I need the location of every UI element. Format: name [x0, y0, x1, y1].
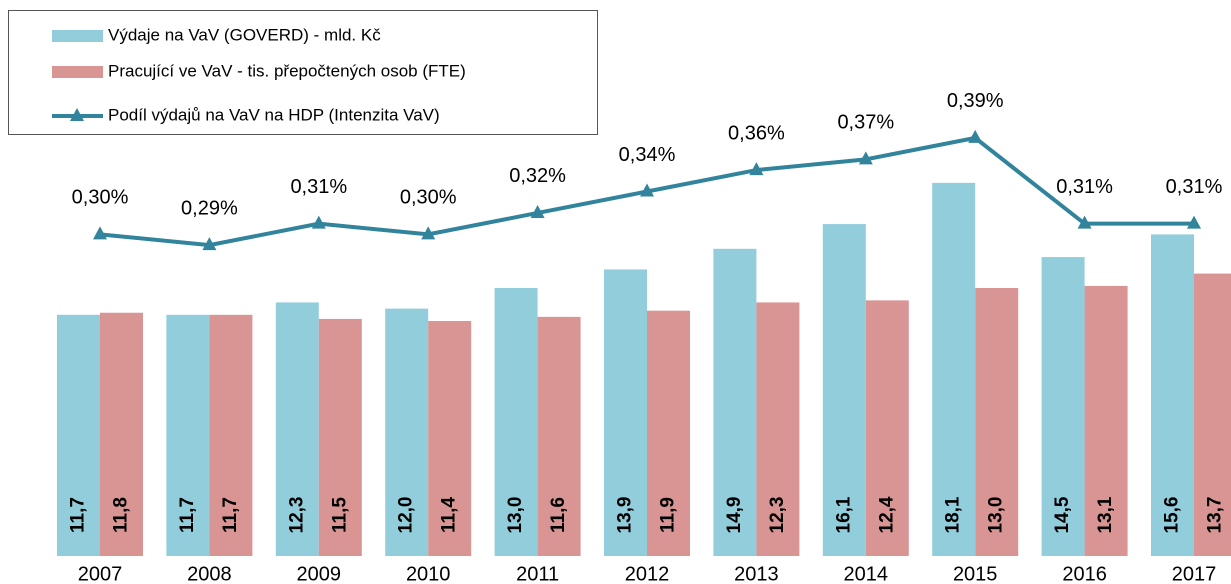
- legend-label: Pracující ve VaV - tis. přepočtených oso…: [108, 61, 466, 80]
- value-label: 14,9: [724, 497, 745, 534]
- value-label: 11,6: [548, 497, 569, 533]
- x-tick-label: 2014: [844, 563, 889, 584]
- value-label: 0,37%: [837, 112, 894, 134]
- value-label: 11,4: [439, 497, 460, 533]
- value-label: 0,29%: [181, 197, 238, 219]
- value-label: 13,0: [505, 497, 526, 534]
- x-tick-label: 2012: [625, 563, 670, 584]
- bar: [713, 248, 757, 557]
- bar: [822, 224, 866, 557]
- legend: Výdaje na VaV (GOVERD) - mld. Kč Pracujíc…: [8, 10, 598, 135]
- value-label: 13,1: [1095, 496, 1116, 533]
- legend-marker: [70, 108, 84, 121]
- value-label: 13,7: [1205, 497, 1226, 534]
- line-marker: [749, 162, 764, 176]
- legend-box: [8, 10, 598, 135]
- bar: [428, 320, 472, 556]
- value-label: 13,0: [986, 497, 1007, 534]
- legend-label: Výdaje na VaV (GOVERD) - mld. Kč: [108, 25, 381, 44]
- value-label: 0,34%: [619, 144, 676, 166]
- value-label: 11,7: [68, 497, 89, 533]
- x-tick-label: 2007: [78, 563, 123, 584]
- bar: [1084, 285, 1128, 556]
- value-label: 12,3: [286, 497, 307, 534]
- bar: [975, 288, 1019, 556]
- value-label: 0,31%: [1056, 176, 1113, 198]
- bar: [494, 288, 538, 556]
- value-label: 0,31%: [290, 176, 347, 198]
- legend-swatch: [52, 66, 103, 78]
- bar: [537, 316, 581, 556]
- legend-label: Podíl výdajů na VaV na HDP (Intenzita Va…: [108, 105, 440, 124]
- bar: [756, 302, 800, 556]
- bar: [647, 310, 690, 556]
- bar: [385, 308, 429, 556]
- bar: [209, 314, 253, 556]
- value-label: 0,39%: [947, 90, 1004, 112]
- line-marker: [93, 226, 107, 240]
- bar: [1041, 257, 1085, 556]
- value-label: 11,5: [329, 497, 350, 533]
- value-label: 0,36%: [728, 122, 785, 144]
- line-marker: [311, 215, 326, 229]
- bar: [932, 182, 976, 556]
- line-marker: [421, 226, 436, 240]
- value-label: 14,5: [1052, 496, 1073, 533]
- value-label: 12,3: [767, 497, 788, 534]
- value-label: 0,32%: [509, 165, 566, 187]
- line-marker: [1077, 215, 1092, 229]
- x-tick-label: 2011: [516, 563, 559, 584]
- value-label: 11,7: [220, 497, 241, 533]
- value-label: 16,1: [833, 496, 854, 533]
- bar: [100, 312, 143, 556]
- line-marker: [968, 129, 983, 143]
- x-tick-label: 2013: [734, 563, 779, 584]
- value-label: 15,6: [1162, 497, 1183, 534]
- x-tick-label: 2017: [1172, 563, 1217, 584]
- line-marker: [858, 151, 873, 165]
- legend-swatch: [52, 30, 103, 42]
- value-label: 0,30%: [400, 187, 457, 209]
- bar: [1151, 234, 1194, 556]
- value-label: 13,9: [615, 497, 636, 534]
- x-tick-label: 2009: [297, 563, 342, 584]
- bar: [865, 300, 909, 556]
- value-label: 12,4: [876, 496, 897, 533]
- line-marker: [640, 183, 654, 197]
- line-marker: [1187, 215, 1201, 229]
- bar: [604, 269, 647, 556]
- bar: [275, 302, 319, 556]
- bar: [166, 314, 210, 556]
- line-marker: [202, 237, 217, 251]
- bar: [57, 314, 100, 556]
- value-label: 11,8: [111, 497, 132, 533]
- value-label: 18,1: [943, 496, 964, 533]
- x-tick-label: 2015: [953, 563, 998, 584]
- bar: [1194, 273, 1231, 556]
- value-label: 12,0: [396, 497, 417, 534]
- line-marker: [530, 204, 545, 218]
- value-label: 11,7: [177, 497, 198, 533]
- bar: [318, 318, 362, 556]
- value-label: 11,9: [658, 497, 679, 533]
- value-label: 0,30%: [72, 187, 129, 209]
- x-tick-label: 2010: [406, 563, 451, 584]
- x-tick-label: 2016: [1062, 563, 1107, 584]
- x-tick-label: 2008: [187, 563, 232, 584]
- value-label: 0,31%: [1166, 176, 1223, 198]
